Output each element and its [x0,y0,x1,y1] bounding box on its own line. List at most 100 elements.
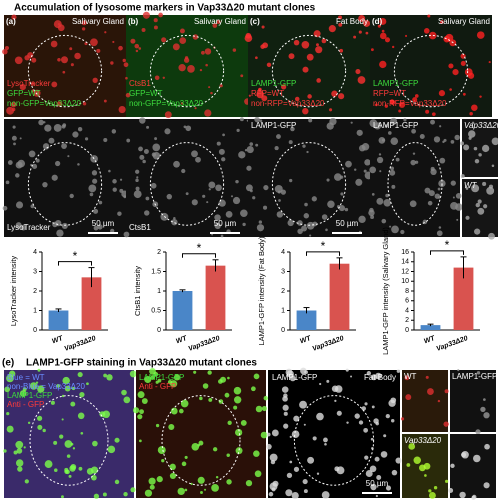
y-tick-label: 3 [33,268,37,275]
micrograph-blob [409,200,417,208]
y-tick-label: 16 [401,249,409,256]
y-tick-label: 4 [405,307,409,314]
micrograph-blob [19,390,27,397]
micrograph-blob [333,173,342,181]
micrograph-blob [208,181,216,189]
micrograph-blob [43,121,46,124]
y-axis-label: LysoTracker intensity [9,256,18,327]
micrograph-blob [385,413,390,419]
micrograph-blob [448,488,454,494]
micrograph-blob [379,60,387,69]
micrograph-blob [289,435,292,438]
micrograph-blob [112,179,117,184]
micrograph-blob [259,119,263,123]
micrograph-blob [366,371,372,376]
micrograph-blob [68,474,72,478]
micrograph-blob [172,43,180,51]
channel-label: LysoTracker [7,223,51,232]
micrograph-blob [15,440,24,449]
channel-label: LAMP1-GFP [7,391,52,400]
micrograph-blob [162,76,165,79]
micrograph-blob [468,130,476,138]
tissue-label: Fat Body [364,373,396,382]
micrograph-blob [423,28,430,34]
micrograph-blob [449,88,452,91]
micrograph-blob [369,166,377,174]
micrograph-blob [153,25,158,30]
micrograph-blob [180,101,184,105]
micrograph-blob [92,77,98,83]
channel-label: LysoTracker [7,79,51,88]
micrograph-blob [19,137,22,140]
panel-label: (a) [6,17,16,26]
micrograph-blob [274,184,283,193]
micrograph-blob [281,386,289,393]
micrograph [450,370,496,432]
micrograph-blob [173,374,181,381]
micrograph-blob [427,388,434,395]
micrograph-blob [379,32,387,40]
micrograph-blob [289,375,296,382]
micrograph-blob [258,220,263,224]
micrograph-blob [425,109,430,114]
micrograph-blob [346,421,349,424]
inset-label: WT [464,181,478,190]
micrograph-blob [315,46,323,54]
y-tick-label: 2 [157,249,161,256]
micrograph-blob [312,436,317,441]
micrograph-blob [42,143,50,150]
clone-outline [149,34,225,108]
micrograph-blob [195,156,201,163]
micrograph-blob [363,169,367,173]
micrograph-blob [355,178,363,186]
micrograph-blob [144,210,150,216]
micrograph-blob [244,149,248,152]
micrograph-blob [69,465,76,472]
micrograph-blob [288,140,293,145]
clone-outline [293,395,375,486]
bar [81,277,102,330]
bar [172,291,193,330]
micrograph-blob [226,479,232,485]
micrograph-blob [437,187,441,191]
micrograph-blob [403,118,407,122]
y-tick-label: 6 [405,298,409,305]
micrograph-blob [185,125,192,132]
micrograph-blob [235,447,243,455]
micrograph-blob [256,90,264,99]
micrograph-blob [328,25,336,33]
micrograph-blob [139,409,144,415]
micrograph-blob [33,89,41,97]
micrograph-blob [91,474,97,481]
micrograph-blob [452,69,459,76]
micrograph-blob [468,136,472,140]
micrograph-blob [452,196,455,199]
tissue-label: Salivary Gland [438,17,490,26]
micrograph-blob [77,412,85,420]
micrograph-blob [233,405,238,410]
micrograph-blob [29,382,38,390]
micrograph-blob [6,106,15,115]
micrograph-blob [303,489,308,494]
micrograph-blob [154,75,160,81]
micrograph-blob [208,188,211,191]
micrograph-blob [23,446,26,449]
scale-label: 50 µm [366,479,389,488]
micrograph-blob [143,149,149,154]
micrograph-blob [395,457,402,464]
micrograph-blob [62,70,66,74]
micrograph-blob [412,152,416,155]
micrograph-blob [93,225,99,231]
micrograph-blob [450,180,456,186]
micrograph-blob [150,375,156,380]
micrograph-blob [66,454,71,458]
micrograph-blob [427,200,433,206]
micrograph-blob [289,460,293,464]
micrograph-blob [42,428,46,433]
micrograph-blob [74,52,81,60]
micrograph-blob [121,389,127,396]
micrograph-blob [302,107,309,115]
micrograph-blob [371,193,375,196]
micrograph-blob [69,47,73,51]
micrograph-blob [106,374,113,381]
